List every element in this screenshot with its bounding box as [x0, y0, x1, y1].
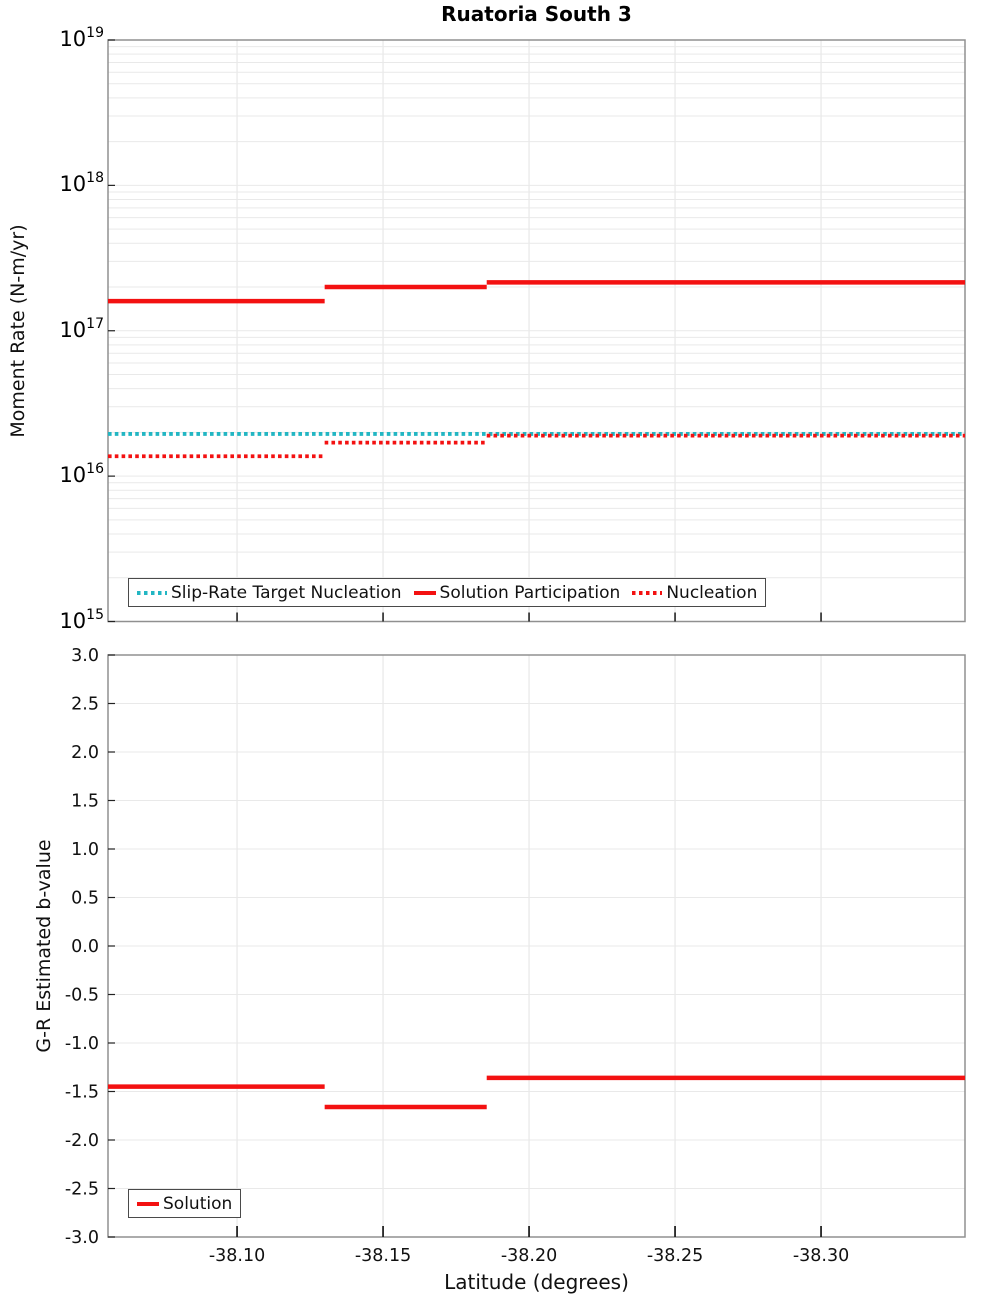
legend-label: Solution Participation	[439, 582, 621, 603]
legend-item: Solution	[137, 1194, 232, 1214]
legend-label: Nucleation	[666, 582, 758, 603]
y-tick-label: 0.5	[71, 889, 99, 909]
y-tick-label: 2.0	[71, 743, 99, 763]
x-tick-label: -38.25	[647, 1246, 703, 1266]
y-tick-label: 1.0	[71, 840, 99, 860]
y-tick-label: 3.0	[71, 646, 99, 666]
log-base: 10	[59, 608, 87, 633]
log-base: 10	[59, 172, 87, 197]
log-exponent: 19	[86, 25, 104, 41]
legend-item: Nucleation	[632, 583, 757, 603]
log-ytick-label: 1015	[40, 606, 104, 632]
legend-marker-solid-line	[413, 590, 436, 595]
y-tick-label: -1.0	[65, 1034, 99, 1054]
legend-item: Solution Participation	[413, 582, 621, 603]
y-tick-label: -1.5	[65, 1083, 99, 1103]
y-axis-label-b-value: G-R Estimated b-value	[33, 839, 55, 1053]
log-base: 10	[59, 463, 87, 488]
x-tick-label: -38.10	[209, 1246, 265, 1266]
y-tick-label: -3.0	[65, 1228, 99, 1248]
legend-label: Solution	[163, 1193, 233, 1214]
legend-marker-solid-line	[137, 1201, 159, 1206]
y-tick-label: -2.0	[65, 1131, 99, 1151]
log-ytick-label: 1016	[40, 460, 104, 486]
log-base: 10	[59, 27, 87, 51]
log-exponent: 18	[86, 170, 104, 187]
legend-marker-dotted-line	[632, 590, 663, 595]
y-tick-label: -0.5	[65, 986, 99, 1006]
y-tick-label: 2.5	[71, 695, 99, 715]
legend-marker-dotted-line	[137, 590, 167, 595]
chart-title: Ruatoria South 3	[441, 2, 632, 26]
log-base: 10	[59, 317, 87, 342]
log-ytick-label: 1017	[40, 315, 104, 341]
log-ytick-label: 1019	[40, 24, 104, 50]
y-tick-label: 0.0	[71, 937, 99, 957]
x-axis-label: Latitude (degrees)	[444, 1270, 629, 1294]
log-exponent: 16	[86, 461, 104, 478]
x-tick-label: -38.15	[355, 1246, 411, 1266]
log-exponent: 15	[86, 606, 104, 623]
legend-label: Slip-Rate Target Nucleation	[171, 582, 402, 603]
y-tick-label: 1.5	[71, 792, 99, 812]
x-tick-label: -38.30	[793, 1246, 849, 1266]
legend-item: Slip-Rate Target Nucleation	[137, 583, 402, 603]
legend-b-value: Solution	[128, 1189, 242, 1218]
legend-moment-rate: Slip-Rate Target Nucleation Solution Part…	[128, 578, 767, 607]
y-tick-label: -2.5	[65, 1180, 99, 1200]
x-tick-label: -38.20	[501, 1246, 557, 1266]
log-ytick-label: 1018	[40, 169, 104, 195]
y-axis-label-moment-rate: Moment Rate (N-m/yr)	[7, 224, 29, 438]
log-exponent: 17	[86, 315, 104, 332]
